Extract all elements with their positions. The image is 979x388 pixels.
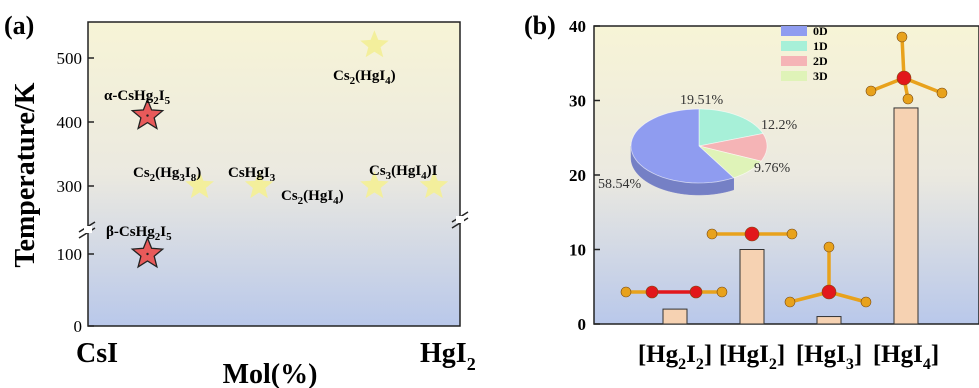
mercury-atom: [744, 226, 760, 242]
y-tick-label-b: 20: [569, 166, 586, 185]
y-axis-a: 0 100 300 400 500: [57, 49, 94, 336]
plot-area-a: [87, 21, 461, 327]
iodine-atom: [706, 228, 718, 240]
y-tick-label-b: 0: [578, 315, 587, 334]
point-label: Cs2(Hg3I8): [133, 165, 201, 184]
star-center-dot: [146, 252, 149, 256]
x-axis-label-a: Mol(%): [223, 359, 318, 388]
mercury-atom: [689, 285, 703, 299]
bar-3: [816, 316, 842, 325]
star-marker: [185, 171, 214, 199]
star-marker: [419, 171, 449, 199]
pie-slice-1D: [698, 108, 764, 147]
panel-b-label: (b): [524, 11, 556, 40]
legend-swatch-0D: [781, 26, 807, 36]
iodine-atom: [823, 241, 835, 253]
panel-a-label: (a): [4, 11, 34, 40]
points-a: [130, 30, 449, 269]
y-tick-label-a: 0: [74, 317, 83, 336]
star-marker: [130, 236, 165, 269]
x-tick-label-b: [HgI2]: [719, 341, 785, 373]
y-tick-label-a: 100: [57, 245, 83, 264]
molecule-icons: [620, 31, 948, 308]
pie-slice-2D: [698, 133, 768, 162]
legend-swatch-2D: [781, 56, 807, 66]
legend-label-2D: 2D: [813, 54, 828, 68]
star-marker: [360, 30, 389, 58]
x-tick-labels-b: [Hg2I2] [HgI2] [HgI3] [HgI4]: [638, 341, 939, 373]
iodine-atom: [865, 85, 877, 97]
axis-break-right: [451, 211, 469, 229]
axis-break-left: [78, 221, 96, 239]
point-label: Cs3(HgI4)I: [369, 163, 438, 182]
x-right-label-a: HgI2: [420, 338, 476, 374]
y-axis-label-a: Temperature/K: [10, 82, 41, 267]
x-left-label-a: CsI: [76, 338, 118, 369]
iodine-atom: [902, 93, 914, 105]
y-tick-label-b: 10: [569, 241, 586, 260]
bars-b: [662, 107, 919, 325]
legend-swatch-1D: [781, 41, 807, 51]
pie-label-3D: 9.76%: [754, 161, 791, 176]
mercury-atom: [896, 70, 912, 86]
bar-4: [893, 107, 919, 325]
star-center-dot: [146, 114, 149, 117]
y-tick-label-b: 40: [569, 17, 586, 36]
x-tick-label-b: [Hg2I2]: [638, 341, 712, 373]
y-tick-label-a: 500: [57, 49, 83, 68]
point-label: α-CsHg2I5: [104, 88, 171, 107]
bar-2: [739, 249, 765, 325]
y-tick-label-b: 30: [569, 92, 586, 111]
star-marker: [130, 97, 165, 130]
point-labels-a: α-CsHg2I5 β-CsHg2I5 Cs2(HgI4) Cs2(Hg3I8) CsH…: [104, 68, 438, 243]
iodine-atom: [860, 296, 872, 308]
star-marker: [360, 171, 389, 199]
point-label: Cs2(HgI4): [333, 68, 396, 87]
bar-1: [662, 308, 688, 325]
y-tick-label-a: 400: [57, 113, 83, 132]
point-label: CsHgI3: [228, 165, 276, 184]
panel-a-chart: (a) 0 100 300 400 500 α-CsHg2I5 β-CsHg2I5 Cs2(…: [4, 11, 476, 388]
pie-slice-3D: [698, 145, 762, 179]
point-label: β-CsHg2I5: [106, 224, 172, 243]
mercury-atom: [821, 284, 837, 300]
point-label: Cs2(HgI4): [281, 188, 344, 207]
star-marker: [244, 171, 274, 199]
legend-label-1D: 1D: [813, 39, 828, 53]
inset-pie-chart: 58.54% 19.51% 12.2% 9.76%: [598, 93, 798, 196]
iodine-atom: [620, 286, 632, 298]
x-tick-label-b: [HgI3]: [796, 341, 862, 373]
pie-label-2D: 12.2%: [761, 118, 798, 133]
legend-label-0D: 0D: [813, 24, 828, 38]
y-tick-label-a: 300: [57, 177, 83, 196]
pie-label-0D: 58.54%: [598, 177, 642, 192]
iodine-atom: [896, 31, 908, 43]
legend-label-3D: 3D: [813, 69, 828, 83]
y-axis-b: 0 10 20 30 40: [569, 17, 600, 334]
iodine-atom: [786, 228, 798, 240]
legend-swatch-3D: [781, 71, 807, 81]
x-tick-label-b: [HgI4]: [873, 341, 939, 373]
pie-label-1D: 19.51%: [680, 93, 724, 108]
iodine-atom: [936, 87, 948, 99]
iodine-atom: [716, 286, 728, 298]
pie-slice-0D: [630, 108, 735, 184]
mercury-atom: [645, 285, 659, 299]
iodine-atom: [784, 296, 796, 308]
